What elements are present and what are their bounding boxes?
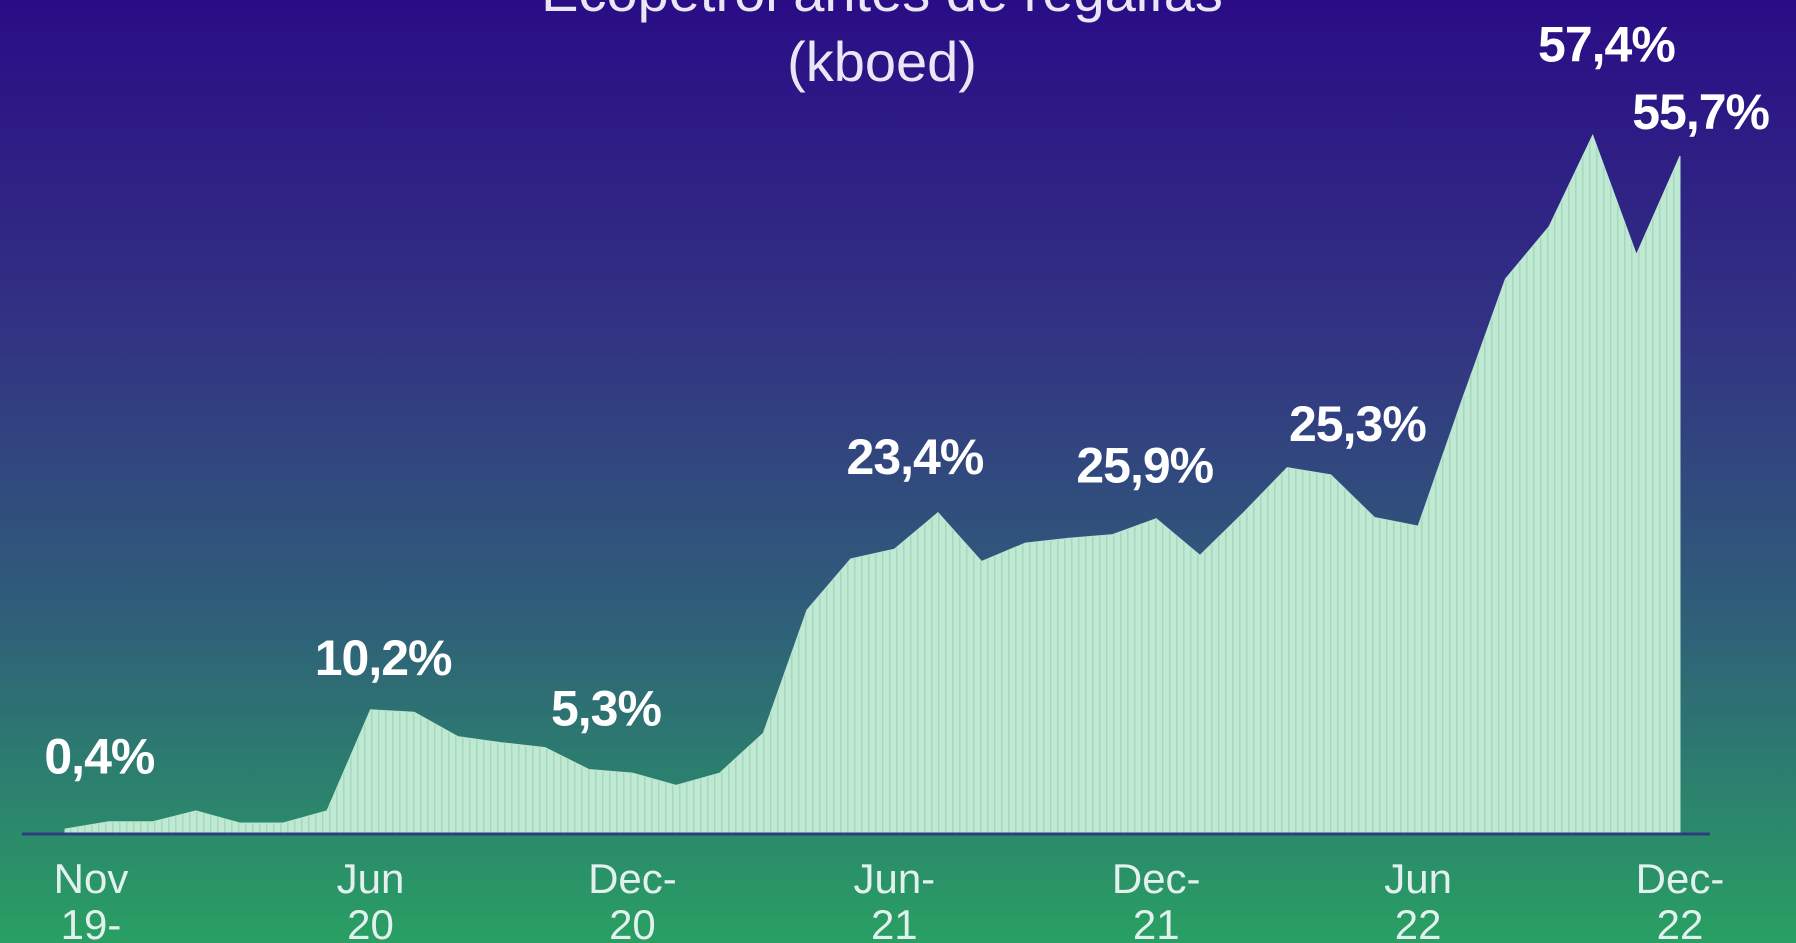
area bbox=[64, 134, 1681, 835]
x-tick-label: Jun 22 bbox=[1384, 855, 1452, 943]
data-label: 10,2% bbox=[315, 630, 452, 686]
data-label: 5,3% bbox=[551, 680, 662, 736]
data-label: 0,4% bbox=[44, 729, 155, 785]
data-label: 25,9% bbox=[1076, 438, 1213, 494]
chart-title: Ecopetrol antes de regalías bbox=[541, 0, 1223, 23]
x-tick-label: Dec-22 bbox=[1636, 855, 1725, 943]
data-label: 25,3% bbox=[1289, 396, 1426, 452]
data-label: 55,7% bbox=[1632, 84, 1769, 140]
x-tick-label: Dec-21 bbox=[1112, 855, 1201, 943]
x-tick-label: Jun 20 bbox=[337, 855, 405, 943]
data-label: 23,4% bbox=[847, 429, 984, 485]
chart-subtitle: (kboed) bbox=[787, 30, 977, 93]
x-tick-label: Jun-21 bbox=[853, 855, 935, 943]
x-tick-label: Dec-20 bbox=[588, 855, 677, 943]
data-label: 57,4% bbox=[1538, 16, 1675, 72]
x-tick-label: Nov 19- bbox=[54, 855, 129, 943]
